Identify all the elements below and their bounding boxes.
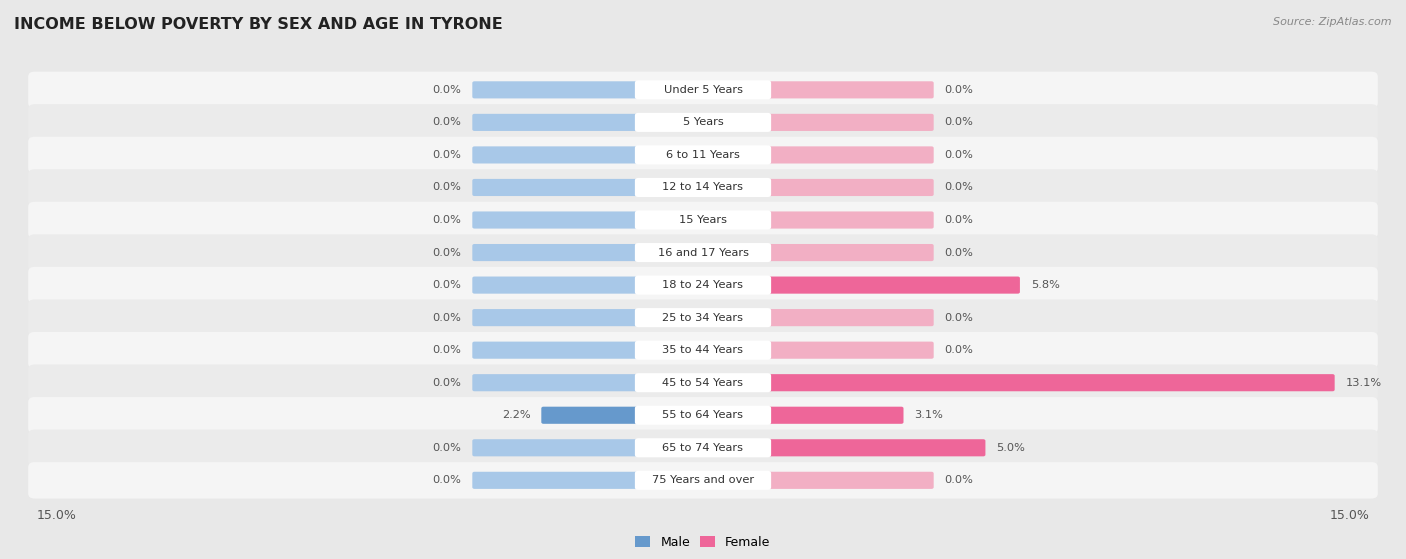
- FancyBboxPatch shape: [541, 407, 641, 424]
- FancyBboxPatch shape: [472, 374, 641, 391]
- FancyBboxPatch shape: [472, 211, 641, 229]
- Text: 3.1%: 3.1%: [914, 410, 943, 420]
- FancyBboxPatch shape: [765, 342, 934, 359]
- FancyBboxPatch shape: [765, 114, 934, 131]
- Text: 0.0%: 0.0%: [433, 85, 461, 95]
- FancyBboxPatch shape: [765, 407, 904, 424]
- FancyBboxPatch shape: [472, 81, 641, 98]
- FancyBboxPatch shape: [765, 81, 934, 98]
- FancyBboxPatch shape: [472, 309, 641, 326]
- Text: 0.0%: 0.0%: [945, 345, 973, 355]
- Text: 0.0%: 0.0%: [433, 443, 461, 453]
- FancyBboxPatch shape: [28, 364, 1378, 401]
- Text: 25 to 34 Years: 25 to 34 Years: [662, 312, 744, 323]
- Text: 0.0%: 0.0%: [945, 85, 973, 95]
- FancyBboxPatch shape: [472, 277, 641, 293]
- Text: 0.0%: 0.0%: [433, 150, 461, 160]
- Text: 0.0%: 0.0%: [945, 182, 973, 192]
- FancyBboxPatch shape: [636, 406, 770, 425]
- Text: Source: ZipAtlas.com: Source: ZipAtlas.com: [1274, 17, 1392, 27]
- Text: 55 to 64 Years: 55 to 64 Years: [662, 410, 744, 420]
- FancyBboxPatch shape: [765, 439, 986, 456]
- Text: 0.0%: 0.0%: [433, 312, 461, 323]
- FancyBboxPatch shape: [636, 340, 770, 359]
- Text: 0.0%: 0.0%: [433, 475, 461, 485]
- FancyBboxPatch shape: [636, 308, 770, 327]
- FancyBboxPatch shape: [636, 438, 770, 457]
- Text: 5 Years: 5 Years: [683, 117, 723, 127]
- Text: 0.0%: 0.0%: [433, 248, 461, 258]
- FancyBboxPatch shape: [472, 342, 641, 359]
- Text: 0.0%: 0.0%: [433, 345, 461, 355]
- FancyBboxPatch shape: [765, 179, 934, 196]
- FancyBboxPatch shape: [28, 332, 1378, 368]
- Text: 12 to 14 Years: 12 to 14 Years: [662, 182, 744, 192]
- Text: INCOME BELOW POVERTY BY SEX AND AGE IN TYRONE: INCOME BELOW POVERTY BY SEX AND AGE IN T…: [14, 17, 503, 32]
- FancyBboxPatch shape: [28, 429, 1378, 466]
- FancyBboxPatch shape: [765, 244, 934, 261]
- Text: 18 to 24 Years: 18 to 24 Years: [662, 280, 744, 290]
- FancyBboxPatch shape: [636, 113, 770, 132]
- Text: 35 to 44 Years: 35 to 44 Years: [662, 345, 744, 355]
- Text: 2.2%: 2.2%: [502, 410, 530, 420]
- Text: 0.0%: 0.0%: [945, 150, 973, 160]
- FancyBboxPatch shape: [28, 267, 1378, 304]
- Text: 0.0%: 0.0%: [433, 182, 461, 192]
- Text: 0.0%: 0.0%: [945, 312, 973, 323]
- FancyBboxPatch shape: [472, 179, 641, 196]
- FancyBboxPatch shape: [636, 145, 770, 164]
- FancyBboxPatch shape: [28, 72, 1378, 108]
- FancyBboxPatch shape: [636, 211, 770, 230]
- Text: 5.8%: 5.8%: [1031, 280, 1060, 290]
- Legend: Male, Female: Male, Female: [630, 530, 776, 553]
- Text: 0.0%: 0.0%: [945, 248, 973, 258]
- Text: 0.0%: 0.0%: [945, 117, 973, 127]
- FancyBboxPatch shape: [765, 211, 934, 229]
- FancyBboxPatch shape: [472, 472, 641, 489]
- FancyBboxPatch shape: [636, 243, 770, 262]
- Text: 15 Years: 15 Years: [679, 215, 727, 225]
- FancyBboxPatch shape: [636, 80, 770, 100]
- Text: 45 to 54 Years: 45 to 54 Years: [662, 378, 744, 388]
- Text: 13.1%: 13.1%: [1346, 378, 1382, 388]
- FancyBboxPatch shape: [765, 277, 1019, 293]
- Text: 65 to 74 Years: 65 to 74 Years: [662, 443, 744, 453]
- FancyBboxPatch shape: [636, 471, 770, 490]
- FancyBboxPatch shape: [472, 114, 641, 131]
- FancyBboxPatch shape: [28, 169, 1378, 206]
- FancyBboxPatch shape: [28, 462, 1378, 499]
- FancyBboxPatch shape: [28, 300, 1378, 336]
- Text: 0.0%: 0.0%: [945, 475, 973, 485]
- FancyBboxPatch shape: [765, 374, 1334, 391]
- Text: 75 Years and over: 75 Years and over: [652, 475, 754, 485]
- FancyBboxPatch shape: [636, 178, 770, 197]
- Text: 0.0%: 0.0%: [433, 280, 461, 290]
- FancyBboxPatch shape: [28, 104, 1378, 141]
- Text: 0.0%: 0.0%: [433, 378, 461, 388]
- Text: 0.0%: 0.0%: [433, 117, 461, 127]
- Text: 6 to 11 Years: 6 to 11 Years: [666, 150, 740, 160]
- FancyBboxPatch shape: [28, 202, 1378, 238]
- Text: 16 and 17 Years: 16 and 17 Years: [658, 248, 748, 258]
- Text: Under 5 Years: Under 5 Years: [664, 85, 742, 95]
- Text: 0.0%: 0.0%: [433, 215, 461, 225]
- FancyBboxPatch shape: [636, 373, 770, 392]
- FancyBboxPatch shape: [636, 276, 770, 295]
- FancyBboxPatch shape: [28, 234, 1378, 271]
- FancyBboxPatch shape: [28, 137, 1378, 173]
- FancyBboxPatch shape: [472, 146, 641, 163]
- FancyBboxPatch shape: [472, 439, 641, 456]
- FancyBboxPatch shape: [765, 146, 934, 163]
- FancyBboxPatch shape: [765, 472, 934, 489]
- FancyBboxPatch shape: [28, 397, 1378, 433]
- Text: 0.0%: 0.0%: [945, 215, 973, 225]
- FancyBboxPatch shape: [472, 244, 641, 261]
- FancyBboxPatch shape: [765, 309, 934, 326]
- Text: 5.0%: 5.0%: [997, 443, 1025, 453]
